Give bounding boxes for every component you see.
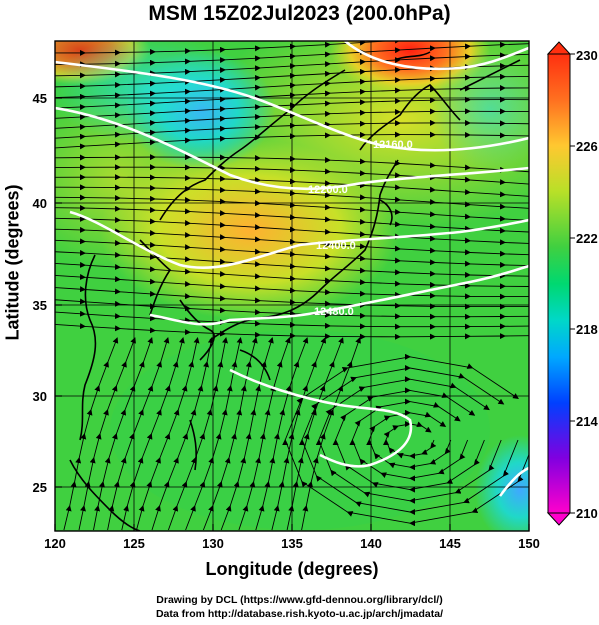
colorbar-tick-label: 222 [576, 231, 598, 246]
x-tick-label: 130 [202, 536, 224, 551]
contour-label: 12400.0 [316, 240, 356, 252]
colorbar-tick-label: 230 [576, 48, 598, 63]
axis-tick-marks [54, 97, 530, 531]
x-tick-label: 145 [439, 536, 461, 551]
temperature-field: 12160.0 12200.0 12400.0 12480.0 [55, 41, 529, 531]
streamline [55, 323, 529, 340]
lat-lon-grid [55, 41, 529, 531]
coastlines [69, 51, 521, 531]
height-contours [55, 41, 529, 497]
colorbar: 230 226 222 218 214 210 [546, 41, 598, 526]
y-tick-label: 45 [33, 91, 47, 106]
streamline [55, 131, 529, 150]
y-tick-labels: 25 30 35 40 45 [33, 91, 47, 495]
streamlines [55, 41, 529, 531]
y-tick-label: 35 [33, 298, 47, 313]
contour-label: 12480.0 [314, 306, 354, 318]
map-title: MSM 15Z02Jul2023 (200.0hPa) [148, 2, 451, 25]
x-tick-label: 135 [281, 536, 303, 551]
colorbar-bottom-arrow [546, 512, 572, 526]
y-axis-title: Latitude (degrees) [2, 184, 23, 341]
colorbar-tick-label: 214 [576, 414, 598, 429]
credit-drawing: Drawing by DCL (https://www.gfd-dennou.o… [156, 594, 443, 606]
y-tick-label: 25 [33, 480, 47, 495]
credit-data: Data from http://database.rish.kyoto-u.a… [155, 608, 444, 620]
colorbar-tick-label: 210 [576, 506, 598, 521]
streamline [282, 353, 529, 527]
contour-label: 12200.0 [308, 184, 348, 196]
colorbar-tick-label: 218 [576, 322, 598, 337]
x-tick-labels: 120 125 130 135 140 145 150 [44, 536, 540, 551]
colorbar-top-arrow [546, 41, 572, 55]
colorbar-ramp [547, 53, 571, 514]
x-tick-label: 150 [518, 536, 540, 551]
contour-label: 12160.0 [373, 139, 413, 151]
x-tick-label: 140 [360, 536, 382, 551]
x-tick-label: 125 [123, 536, 145, 551]
contour-labels: 12160.0 12200.0 12400.0 12480.0 [308, 139, 413, 318]
x-axis-title: Longitude (degrees) [205, 559, 379, 579]
colorbar-tick-label: 226 [576, 139, 598, 154]
y-tick-label: 30 [33, 389, 47, 404]
x-tick-label: 120 [44, 536, 66, 551]
y-tick-label: 40 [33, 196, 47, 211]
